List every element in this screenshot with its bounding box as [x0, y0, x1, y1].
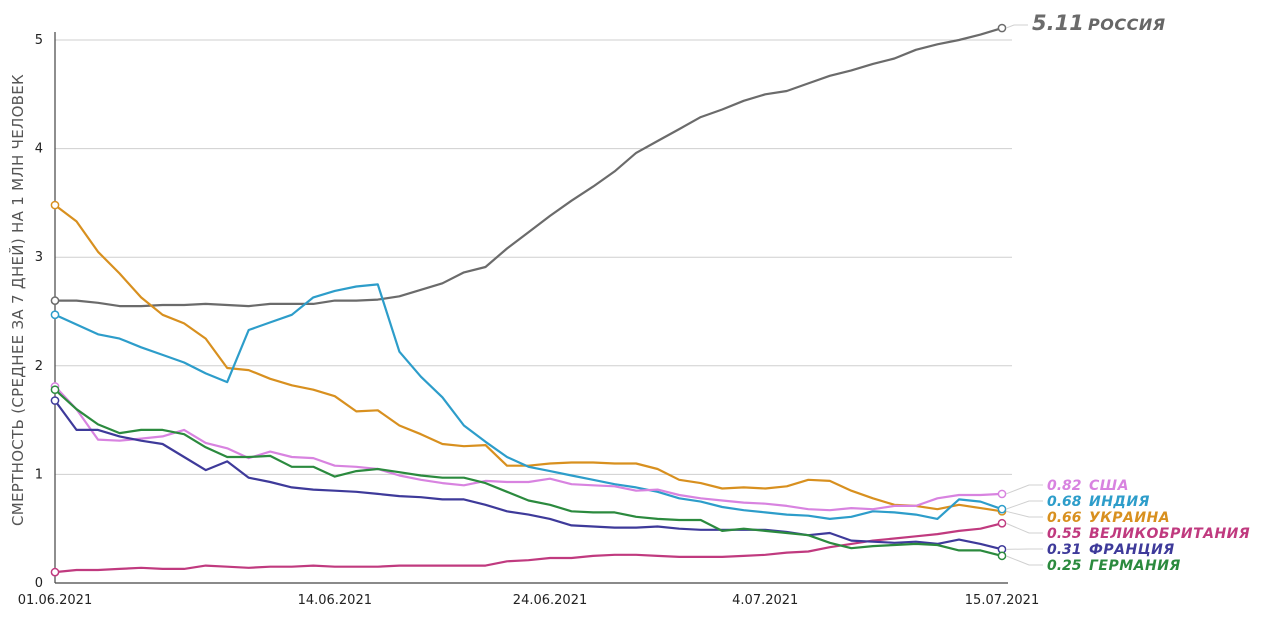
series-end-marker-3: [997, 489, 1007, 499]
series-end-marker-0: [997, 23, 1007, 33]
leader-line-6: [1005, 555, 1043, 566]
x-tick-label-3: 4.07.2021: [732, 593, 798, 608]
axes: 0 1 2 3 4 5 01.06.2021 14.06.2021 24.06.2021 4.07…: [18, 32, 1039, 608]
y-tick-label-1: 1: [35, 467, 43, 482]
series-start-marker-1: [50, 200, 60, 210]
end-label-name-1: УКРАИНА: [1089, 510, 1170, 526]
y-axis-label: СМЕРТНОСТЬ (СРЕДНЕЕ ЗА 7 ДНЕЙ) НА 1 МЛН …: [8, 74, 27, 526]
series-lines: [50, 23, 1007, 577]
end-labels: 5.11 РОССИЯ 0.66 УКРАИНА 0.68 ИНДИЯ 0.82 США 0.5…: [1005, 11, 1250, 574]
y-tick-label-4: 4: [35, 142, 43, 157]
end-label-name-3: США: [1089, 478, 1129, 494]
end-label-name-4: ВЕЛИКОБРИТАНИЯ: [1089, 526, 1250, 542]
end-label-value-5: 0.31: [1047, 542, 1082, 558]
end-label-value-0: 5.11: [1032, 11, 1084, 35]
end-label-value-3: 0.82: [1047, 478, 1082, 494]
series-line-2: [53, 283, 1004, 521]
leader-line-3: [1005, 484, 1043, 495]
series-line-5: [53, 399, 1004, 551]
series-line-6: [53, 388, 1004, 558]
end-label-value-4: 0.55: [1047, 526, 1082, 542]
series-end-marker-6: [997, 551, 1007, 561]
leader-line-0: [1005, 24, 1028, 29]
series-end-marker-2: [997, 504, 1007, 514]
series-start-marker-6: [50, 385, 60, 395]
series-end-marker-4: [997, 518, 1007, 528]
y-tick-label-3: 3: [35, 250, 43, 265]
series-start-marker-0: [50, 296, 60, 305]
x-tick-label-4: 15.07.2021: [965, 593, 1039, 608]
series-line-3: [53, 385, 1004, 512]
leader-line-1: [1005, 510, 1043, 518]
series-line-4: [53, 522, 1004, 574]
series-start-marker-2: [50, 310, 60, 320]
y-tick-label-2: 2: [35, 359, 43, 374]
end-label-name-0: РОССИЯ: [1088, 15, 1166, 34]
end-label-value-6: 0.25: [1047, 558, 1082, 574]
end-label-name-5: ФРАНЦИЯ: [1089, 542, 1175, 558]
y-tick-label-0: 0: [35, 576, 43, 591]
gridlines: [55, 39, 1012, 475]
leader-line-2: [1005, 500, 1043, 510]
leader-line-4: [1005, 522, 1043, 534]
series-start-marker-4: [50, 567, 60, 577]
series-line-0: [53, 27, 1004, 308]
x-tick-label-1: 14.06.2021: [298, 593, 372, 608]
end-label-value-2: 0.68: [1047, 494, 1082, 510]
end-label-name-2: ИНДИЯ: [1089, 494, 1150, 510]
end-label-name-6: ГЕРМАНИЯ: [1089, 558, 1181, 574]
y-tick-label-5: 5: [35, 33, 43, 48]
x-tick-label-2: 24.06.2021: [513, 593, 587, 608]
x-tick-label-0: 01.06.2021: [18, 593, 92, 608]
end-label-value-1: 0.66: [1047, 510, 1082, 526]
series-start-marker-5: [50, 396, 60, 405]
